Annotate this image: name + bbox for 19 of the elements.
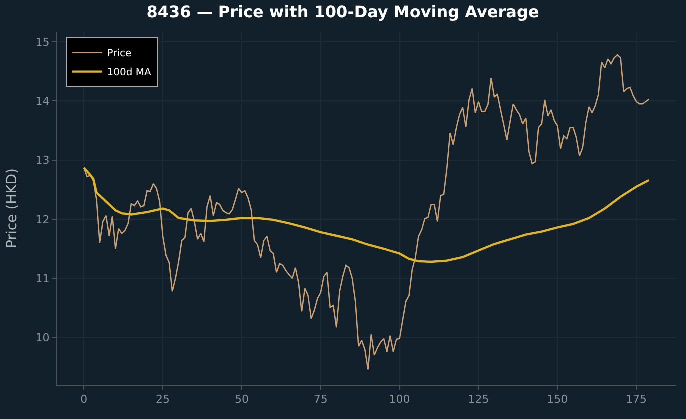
x-tick-label: 0 [80, 393, 88, 406]
y-axis-title: Price (HKD) [4, 168, 20, 249]
legend-label: 100d MA [107, 68, 152, 79]
x-tick-label: 50 [234, 393, 249, 406]
x-tick-label: 150 [547, 393, 568, 406]
x-tick-label: 125 [468, 393, 490, 406]
y-tick-label: 13 [36, 154, 50, 168]
y-tick-label: 12 [36, 213, 50, 226]
x-tick-label: 75 [314, 393, 328, 406]
chart-title: 8436 — Price with 100-Day Moving Average [146, 2, 540, 22]
x-tick-label: 175 [626, 393, 648, 406]
x-tick-label: 100 [389, 393, 410, 406]
line-series [83, 166, 650, 264]
y-tick-label: 15 [36, 36, 50, 49]
x-tick-label: 25 [156, 393, 170, 406]
y-tick-label: 14 [36, 95, 50, 108]
legend-label: Price [107, 48, 132, 60]
y-tick-label: 11 [36, 272, 50, 286]
y-tick-label: 10 [36, 332, 50, 345]
